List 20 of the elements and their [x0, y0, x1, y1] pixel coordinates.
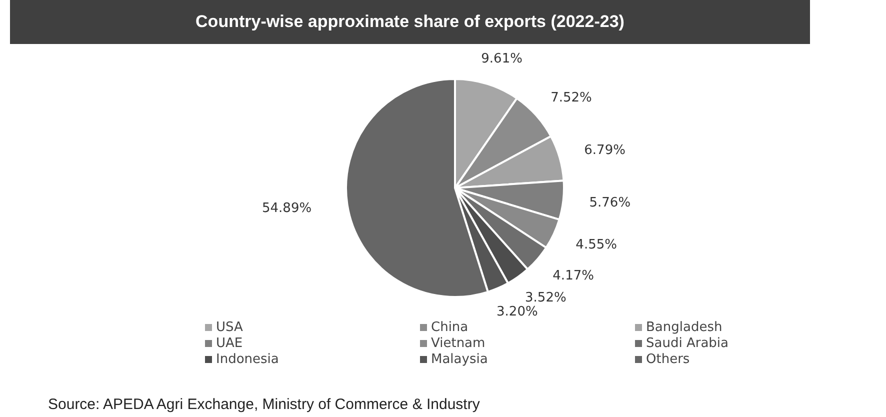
source-note: Source: APEDA Agri Exchange, Ministry of Commerce & Industry — [48, 396, 480, 413]
legend-label: Indonesia — [215, 352, 280, 367]
data-label: 9.61% — [481, 51, 522, 66]
data-label: 3.20% — [496, 304, 538, 320]
data-label: 54.89% — [262, 201, 312, 216]
legend-label: China — [430, 320, 470, 335]
legend-label: Others — [645, 352, 691, 367]
data-label: 3.52% — [525, 290, 566, 306]
data-label: 7.52% — [550, 90, 592, 106]
legend-label: Saudi Arabia — [645, 336, 730, 351]
chart-title: Country-wise approximate share of exports (2022-23) — [10, 0, 810, 44]
legend-label: Vietnam — [430, 336, 486, 351]
legend-label: UAE — [215, 336, 244, 351]
data-label: 4.17% — [552, 268, 594, 284]
legend-label: USA — [215, 320, 244, 335]
data-label: 4.55% — [576, 237, 617, 252]
legend-label: Bangladesh — [645, 320, 724, 335]
data-label: 5.76% — [589, 196, 631, 211]
legend-label: Malaysia — [430, 352, 489, 367]
data-label: 6.79% — [584, 142, 626, 158]
